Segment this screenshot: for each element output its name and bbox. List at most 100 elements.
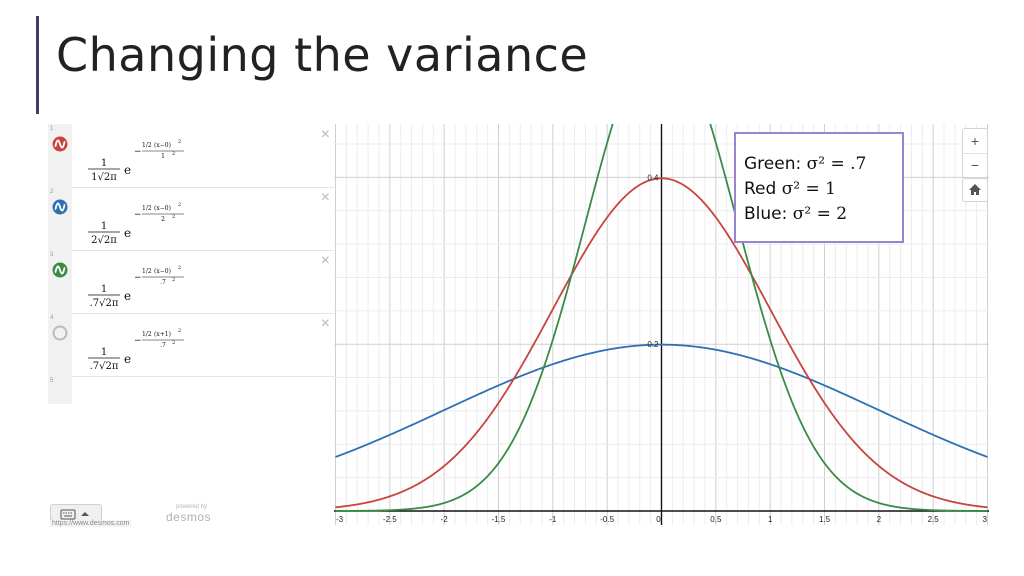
title-accent-bar: [36, 16, 39, 114]
expression-formula[interactable]: 1.7√2πe−1/2 (x−0) 2.7 2: [84, 256, 244, 310]
expression-formula[interactable]: 12√2πe−1/2 (x−0) 22 2: [84, 193, 244, 247]
formula-exponent-square: 2: [178, 139, 181, 145]
expression-index: 2: [50, 189, 54, 195]
tick-labels: -3-2.5-2-1.5-1-0.500.511.522.530.20.40.6…: [336, 173, 988, 524]
delete-expression-icon[interactable]: ×: [320, 189, 330, 206]
legend-math: σ² = 2: [792, 204, 848, 224]
legend-math: σ² = .7: [806, 154, 867, 174]
formula-exponent-variance-square: 2: [172, 214, 175, 220]
formula-exponent-square: 2: [178, 328, 181, 334]
expression-index: 5: [50, 378, 54, 384]
formula-base: e: [124, 352, 131, 366]
expression-gutter: 4: [48, 313, 72, 376]
formula-exponent-half: 1/2: [142, 142, 152, 149]
graph-plot[interactable]: -3-2.5-2-1.5-1-0.500.511.522.530.20.40.6…: [334, 124, 989, 525]
formula-denominator: .7√2π: [90, 298, 119, 309]
formula-numerator: 1: [101, 158, 107, 169]
formula-exponent-variance-square: 2: [172, 340, 175, 346]
formula-exponent-half: 1/2: [142, 268, 152, 275]
variance-legend-box: Green: σ² = .7 Red σ² = 1 Blue: σ² = 2: [734, 132, 904, 243]
expression-row-2[interactable]: 2 × 1 2√2π e −1/2 (x−0) 2 2 2: [48, 187, 334, 251]
y-tick-label: 0.4: [647, 173, 659, 182]
x-tick-label: 3: [983, 515, 988, 524]
curves: [335, 124, 988, 512]
expression-gutter: 2: [48, 187, 72, 250]
new-expression-row[interactable]: 5: [48, 376, 334, 404]
x-tick-label: 2: [877, 515, 882, 524]
formula-denominator: 2√2π: [91, 235, 117, 246]
formula-denominator: 1√2π: [91, 172, 117, 183]
curve-sigma-1: [335, 177, 988, 509]
formula-exponent-sign: −: [134, 210, 142, 220]
expression-row-1[interactable]: 1 × 1 1√2π e −1/2 (x−0) 2 1 2: [48, 124, 334, 188]
expression-row-3[interactable]: 3 × 1.7√2π e −1/2 (x−0) 2.7 2: [48, 250, 334, 314]
formula-exponent-sign: −: [134, 273, 142, 283]
x-tick-label: 2.5: [928, 515, 940, 524]
formula-exponent-shift: (x−0): [154, 268, 171, 275]
legend-label: Blue:: [744, 204, 793, 224]
formula-exponent-variance: .7: [160, 342, 166, 349]
formula-exponent-half: 1/2: [142, 205, 152, 212]
y-tick-label: 0.2: [647, 340, 659, 349]
powered-by-text: powered by: [176, 504, 208, 510]
delete-expression-icon[interactable]: ×: [320, 252, 330, 269]
formula-base: e: [124, 226, 131, 240]
legend-label: Green:: [744, 154, 807, 174]
desmos-logo: desmos: [166, 510, 212, 524]
keyboard-icon: [60, 509, 89, 520]
formula-exponent-variance: .7: [160, 279, 166, 286]
legend-line-red: Red σ² = 1: [744, 179, 836, 199]
legend-label: Red: [744, 179, 782, 199]
formula-numerator: 1: [101, 284, 107, 295]
expression-gutter: 1: [48, 124, 72, 187]
curve-sigma-0.7: [335, 124, 988, 512]
status-url: https://www.desmos.com: [50, 520, 132, 527]
formula-numerator: 1: [101, 347, 107, 358]
x-tick-label: 0: [656, 515, 661, 524]
zoom-controls: + −: [962, 128, 988, 178]
delete-expression-icon[interactable]: ×: [320, 126, 330, 143]
expression-formula[interactable]: 1.7√2πe−1/2 (x+1) 2.7 2: [84, 319, 244, 373]
x-tick-label: -2.5: [383, 515, 397, 524]
expression-index: 1: [50, 126, 54, 132]
formula-exponent-variance: 2: [161, 216, 165, 223]
zoom-out-button[interactable]: −: [970, 157, 980, 173]
x-tick-label: 1.5: [819, 515, 831, 524]
formula-exponent-half: 1/2: [142, 331, 152, 338]
formula-exponent-sign: −: [134, 147, 142, 157]
formula-base: e: [124, 163, 131, 177]
x-tick-label: -2: [441, 515, 449, 524]
expression-gutter: 5: [48, 376, 72, 404]
expression-gutter: 3: [48, 250, 72, 313]
curve-sigma-2: [335, 343, 988, 458]
zoom-in-button[interactable]: +: [963, 129, 987, 154]
graph-area[interactable]: -3-2.5-2-1.5-1-0.500.511.522.530.20.40.6…: [334, 124, 989, 525]
expression-formula[interactable]: 11√2πe−1/2 (x−0) 21 2: [84, 130, 244, 184]
formula-exponent-sign: −: [134, 336, 142, 346]
formula-exponent-square: 2: [178, 202, 181, 208]
formula-base: e: [124, 289, 131, 303]
home-icon: [969, 184, 981, 195]
x-tick-label: 1: [768, 515, 773, 524]
blue-graph-toggle-icon[interactable]: [52, 199, 68, 215]
legend-line-blue: Blue: σ² = 2: [744, 204, 847, 224]
delete-expression-icon[interactable]: ×: [320, 315, 330, 332]
red-graph-toggle-icon[interactable]: [52, 136, 68, 152]
expression-list: 1 × 1 1√2π e −1/2 (x−0) 2 1 2 2 × 1 2√2π e −1/2 (x−…: [48, 124, 334, 404]
expression-index: 4: [50, 315, 54, 321]
formula-exponent-variance-square: 2: [172, 277, 175, 283]
x-tick-label: -1.5: [492, 515, 506, 524]
x-tick-label: -3: [336, 515, 344, 524]
formula-exponent-shift: (x−0): [154, 142, 171, 149]
green-graph-toggle-icon[interactable]: [52, 262, 68, 278]
axes: [334, 124, 989, 525]
x-tick-label: 0.5: [710, 515, 722, 524]
expression-row-4[interactable]: 4 × 1.7√2π e −1/2 (x+1) 2.7 2: [48, 313, 334, 377]
expression-index: 3: [50, 252, 54, 258]
formula-numerator: 1: [101, 221, 107, 232]
hidden-graph-toggle-icon[interactable]: [52, 325, 68, 341]
x-tick-label: -0.5: [600, 515, 614, 524]
home-view-button[interactable]: [962, 178, 988, 202]
formula-exponent-square: 2: [178, 265, 181, 271]
legend-math: σ² = 1: [781, 179, 836, 199]
